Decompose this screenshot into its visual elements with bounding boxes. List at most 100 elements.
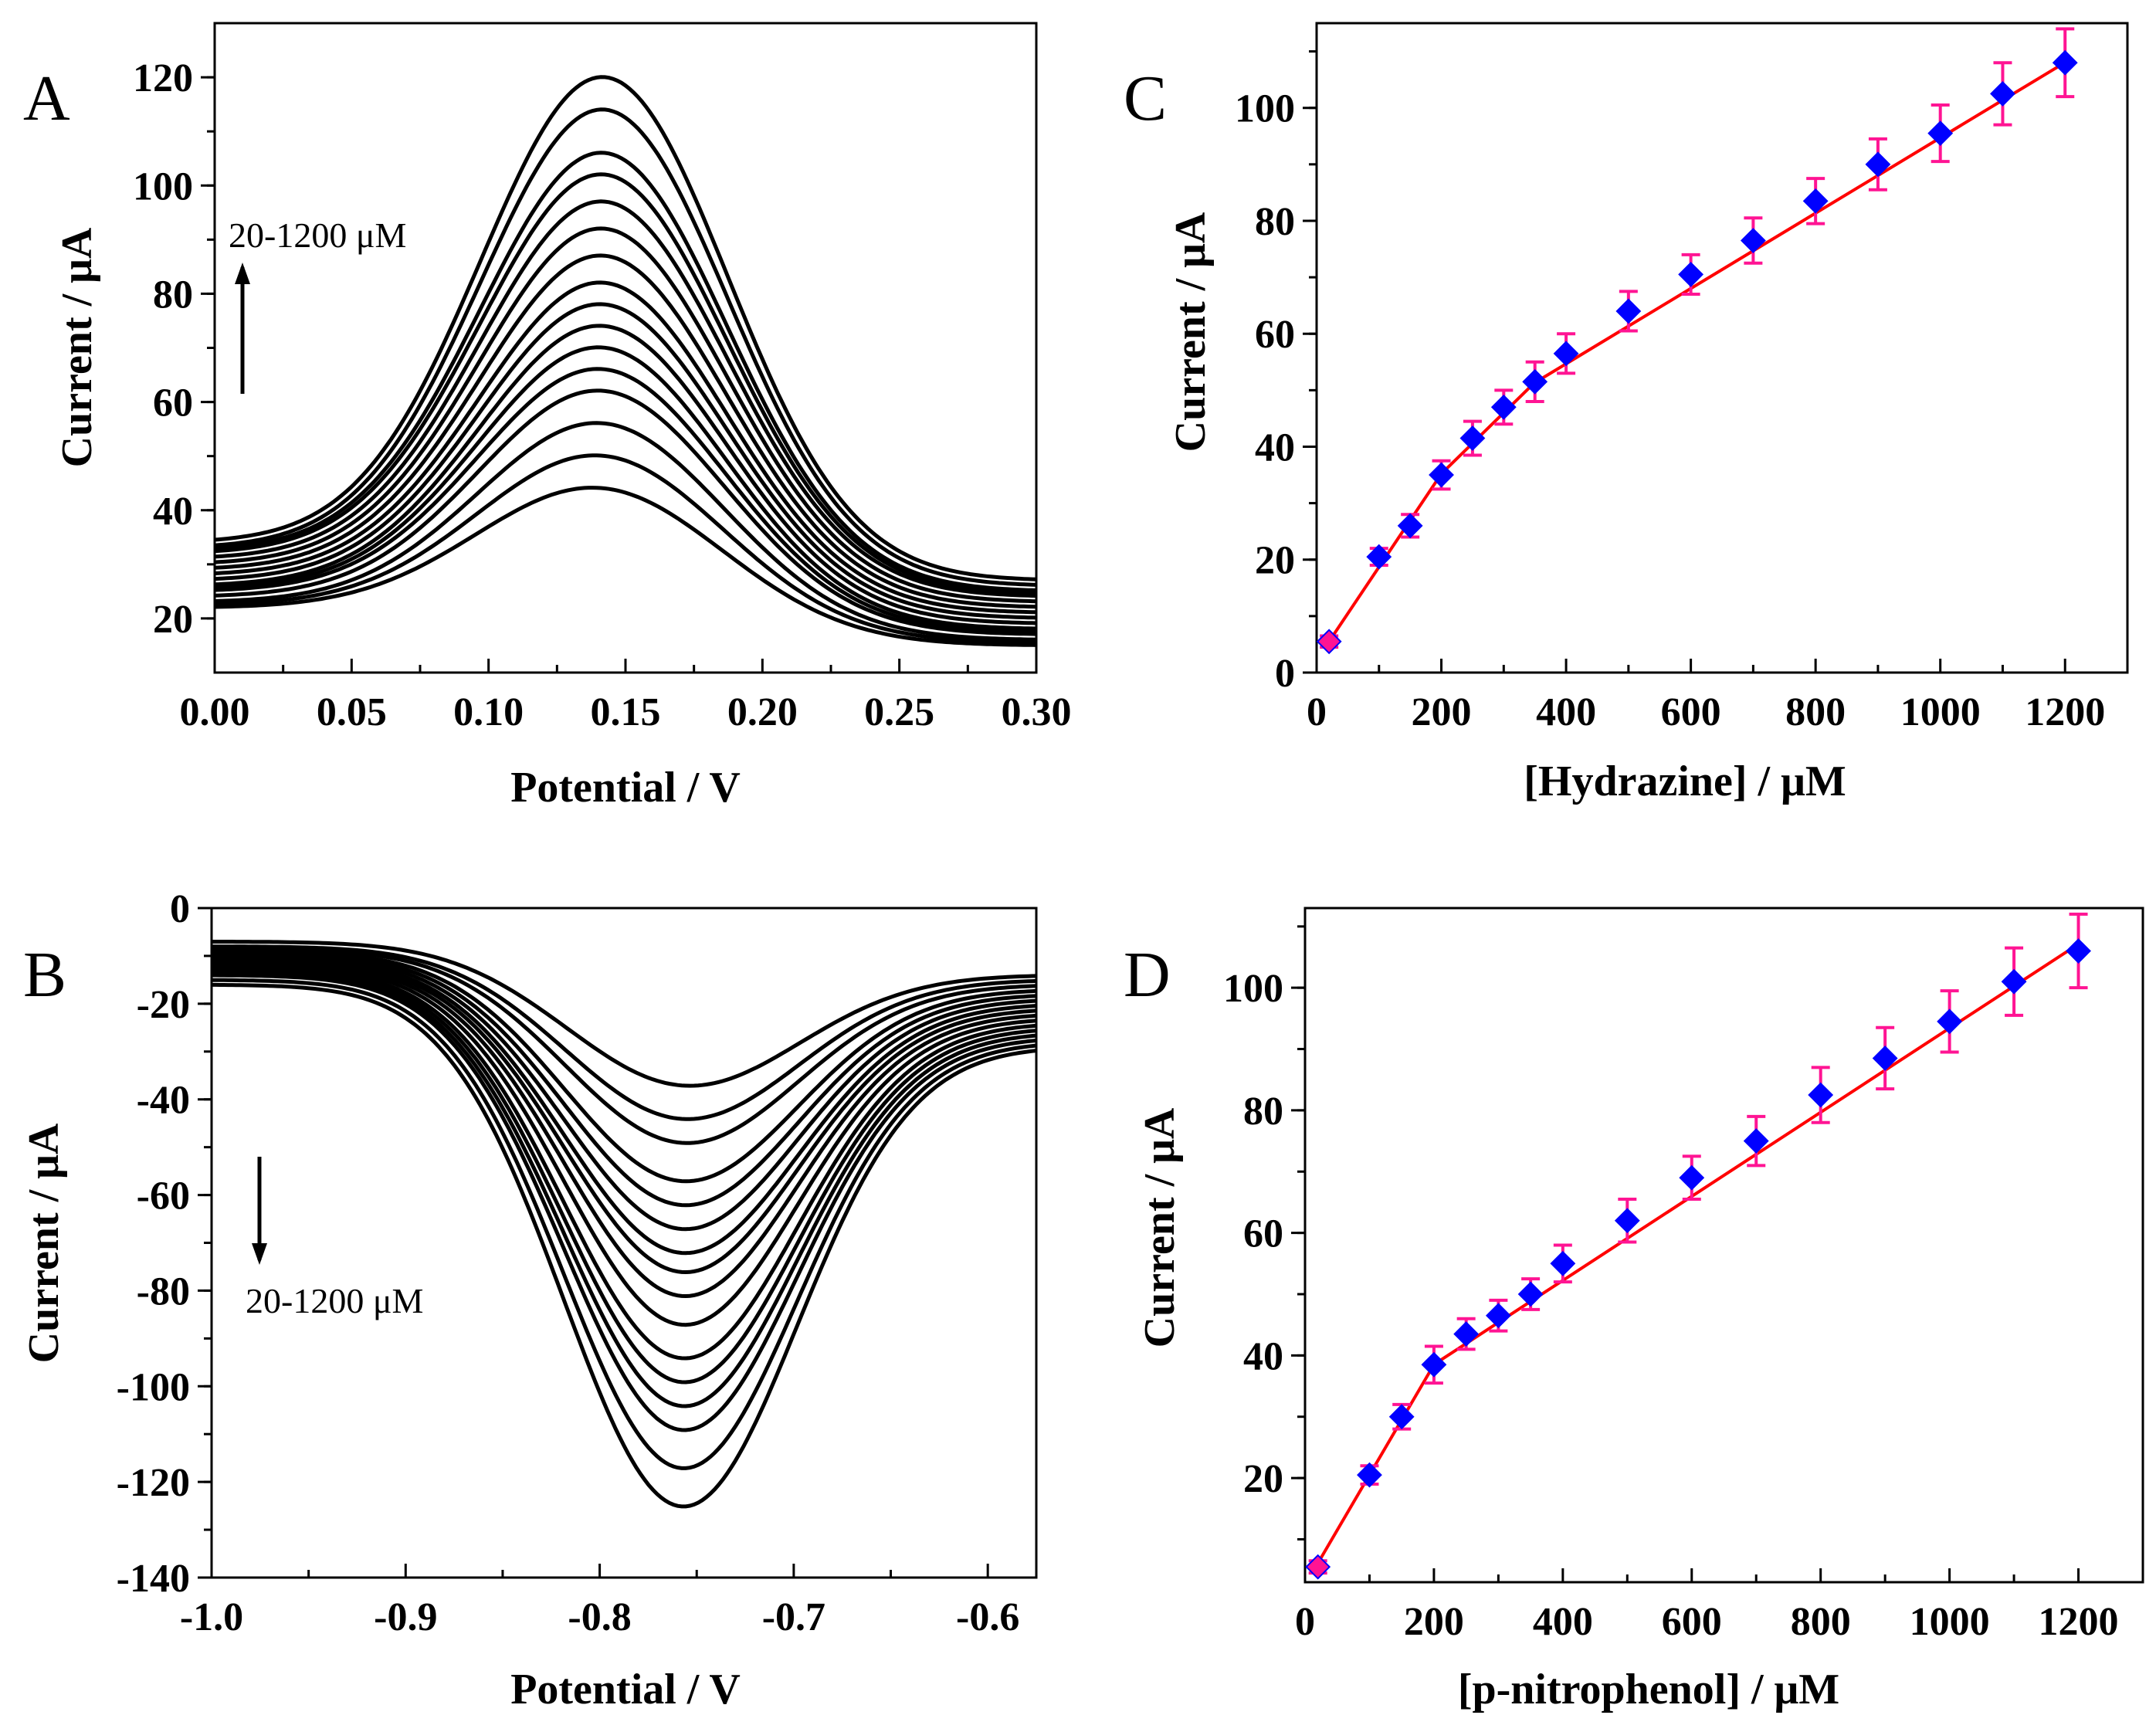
data-point	[1937, 1008, 1963, 1035]
fit-line-2	[1440, 381, 1537, 476]
curves	[212, 940, 1036, 1509]
data-point	[1517, 1281, 1544, 1307]
y-tick-label: -120	[117, 1461, 190, 1505]
panel-c: C [Hydrazine] / μM Current / μA 0 200 400 6…	[1124, 22, 2129, 805]
voltammogram-curve-1	[212, 940, 1036, 1088]
data-point	[1485, 1303, 1511, 1329]
data-point	[1316, 629, 1342, 655]
x-tick-label: 600	[1661, 690, 1721, 734]
data-point	[1990, 80, 2015, 107]
panel-a-annotation: 20-1200 μM	[229, 215, 406, 255]
y-tick-label: 40	[153, 490, 193, 534]
data-point	[1357, 1462, 1382, 1488]
voltammogram-curve-15	[215, 107, 1036, 587]
x-tick-label: 200	[1412, 690, 1472, 734]
y-tick-label: 100	[1235, 87, 1295, 131]
y-tick-label: 60	[1243, 1212, 1283, 1256]
x-tick-label: -1.0	[180, 1595, 243, 1639]
panel-d-xlabel: [p-nitrophenol] / μM	[1458, 1666, 1839, 1713]
data-point	[1678, 262, 1704, 287]
x-tick-label: -0.8	[568, 1595, 631, 1639]
panel-b-xlabel: Potential / V	[510, 1666, 741, 1713]
plot-frame	[1303, 907, 2144, 1584]
x-tick-label: 0.30	[1002, 690, 1072, 734]
data-point	[1522, 368, 1548, 395]
panel-b-annotation: 20-1200 μM	[246, 1281, 423, 1320]
voltammogram-curve-14	[212, 973, 1036, 1432]
y-tick-label: 100	[133, 164, 193, 208]
voltammogram-curve-3	[212, 947, 1036, 1145]
voltammogram-curve-9	[212, 961, 1036, 1299]
y-tick-label: 60	[153, 381, 193, 425]
arrow-up-head	[235, 263, 250, 284]
data-point	[1743, 1128, 1769, 1154]
y-tick-label: 60	[1255, 313, 1295, 357]
data-point	[2052, 49, 2078, 76]
y-tick-label: 80	[1255, 200, 1295, 244]
voltammogram-curve-10	[212, 964, 1036, 1327]
data-point	[1429, 462, 1454, 488]
data-point	[1679, 1164, 1705, 1191]
data-point	[1927, 120, 1954, 147]
voltammogram-curve-8	[215, 302, 1036, 620]
y-tick-label: 120	[133, 56, 193, 100]
y-tick-label: 20	[1243, 1457, 1283, 1501]
arrow-down-head	[252, 1243, 267, 1265]
voltammogram-curve-16	[215, 75, 1036, 581]
x-tick-label: 400	[1536, 690, 1596, 734]
data-point	[1421, 1351, 1447, 1378]
y-tick-label: 20	[1255, 539, 1295, 583]
x-tick-label: 0	[1307, 690, 1327, 734]
y-tick-label: -100	[117, 1365, 190, 1409]
x-tick-label: 0.25	[864, 690, 934, 734]
plot-frame	[1315, 22, 2129, 674]
voltammogram-curve-5	[215, 367, 1036, 634]
data-point	[1453, 1321, 1480, 1347]
x-tick-label: 600	[1662, 1600, 1722, 1644]
voltammogram-curve-11	[212, 966, 1036, 1361]
voltammogram-curve-6	[215, 345, 1036, 631]
voltammogram-curve-15	[212, 978, 1036, 1470]
data-point	[1808, 1082, 1834, 1108]
y-tick-label: 40	[1243, 1334, 1283, 1378]
y-tick-label: 40	[1255, 425, 1295, 469]
data-point	[2001, 968, 2027, 995]
data-point	[1459, 425, 1486, 451]
panel-d-letter: D	[1124, 939, 1171, 1011]
voltammogram-curve-4	[215, 388, 1036, 636]
x-tick-label: 800	[1785, 690, 1846, 734]
y-tick-label: 80	[1243, 1090, 1283, 1134]
data-point	[1740, 228, 1766, 253]
data-point	[1615, 298, 1642, 324]
fit-line-3	[1534, 61, 2066, 385]
panel-b: B Potential / V Current / μA 20-1200 μM …	[20, 887, 1038, 1713]
x-tick-label: 0.00	[180, 690, 250, 734]
panel-d-ylabel: Current / μA	[1136, 1107, 1184, 1347]
x-tick-label: 1200	[2025, 690, 2105, 734]
data-point	[1550, 1250, 1576, 1276]
x-tick-label: 1000	[1910, 1600, 1990, 1644]
voltammogram-curve-5	[212, 951, 1036, 1208]
y-tick-label: 80	[153, 273, 193, 317]
data-point	[1366, 544, 1392, 570]
fit-line-1	[1316, 1364, 1436, 1564]
x-tick-label: 800	[1791, 1600, 1851, 1644]
x-tick-label: 0.10	[453, 690, 524, 734]
voltammogram-curve-7	[215, 324, 1036, 625]
y-tick-label: 100	[1223, 967, 1283, 1011]
data-point	[1490, 394, 1517, 420]
voltammogram-curve-11	[215, 226, 1036, 604]
x-tick-label: 1000	[1900, 690, 1981, 734]
x-tick-label: 400	[1533, 1600, 1593, 1644]
x-tick-label: -0.7	[762, 1595, 825, 1639]
data-point	[1388, 1404, 1415, 1430]
panel-a: A Potential / V Current / μA 20-1200 μM …	[23, 22, 1072, 812]
x-tick-label: -0.9	[374, 1595, 437, 1639]
plot-frame	[210, 907, 1038, 1579]
y-tick-label: 0	[1275, 652, 1295, 696]
data-point	[1802, 188, 1829, 214]
voltammogram-curve-13	[212, 971, 1036, 1408]
x-tick-label: 200	[1404, 1600, 1464, 1644]
voltammogram-curve-3	[215, 421, 1036, 642]
